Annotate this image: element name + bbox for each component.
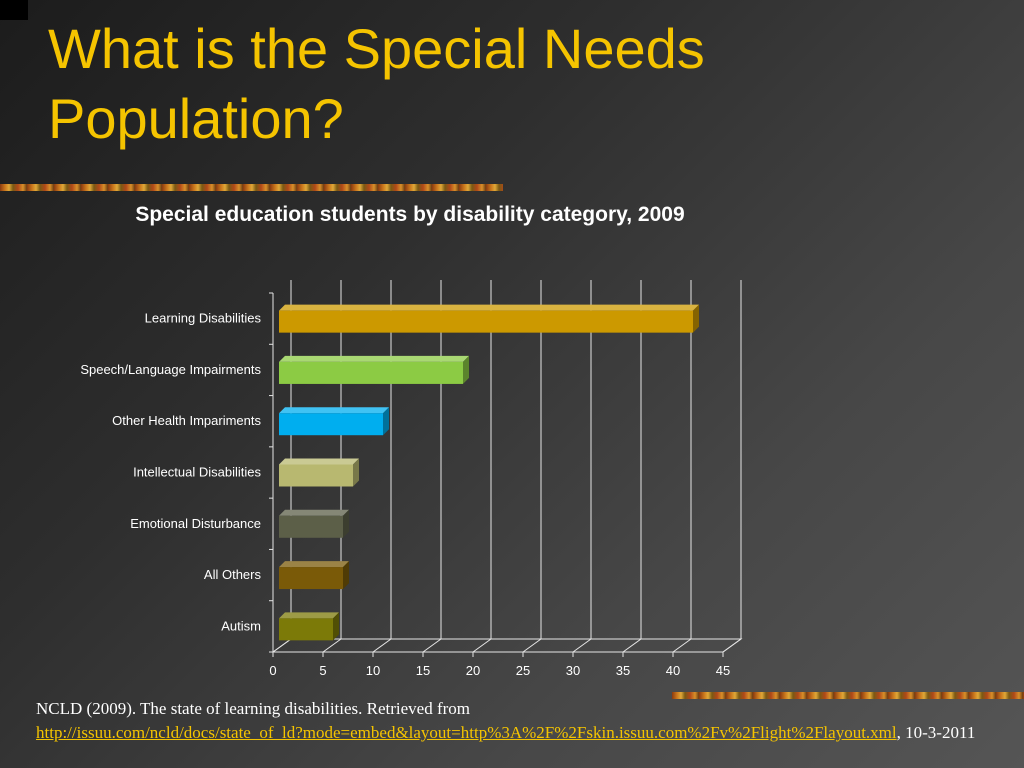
gridline-floor — [622, 638, 642, 653]
citation-link[interactable]: http://issuu.com/ncld/docs/state_of_ld?m… — [36, 723, 897, 742]
gridline-floor — [472, 638, 492, 653]
chart-floor — [271, 638, 743, 653]
bar — [279, 567, 343, 590]
corner-mark — [0, 0, 28, 20]
gridline-floor — [372, 638, 392, 653]
top-divider — [0, 184, 503, 191]
y-category-label: Intellectual Disabilities — [133, 465, 261, 480]
bar-top — [279, 509, 349, 516]
bar-top — [279, 407, 389, 414]
x-tick-label: 0 — [269, 663, 276, 678]
gridline-floor — [272, 638, 292, 653]
bar-side — [693, 304, 699, 333]
bar-top — [279, 458, 359, 465]
gridline-floor — [672, 638, 692, 653]
bar-side — [343, 509, 349, 538]
bar-side — [343, 561, 349, 590]
y-category-label: Emotional Disturbance — [130, 516, 261, 531]
bar-side — [333, 612, 339, 641]
gridline-floor — [322, 638, 342, 653]
bottom-divider — [672, 692, 1024, 699]
y-category-label: Other Health Impariments — [112, 413, 261, 428]
gridline-floor — [522, 638, 542, 653]
slide-title: What is the Special Needs Population? — [48, 17, 705, 150]
y-category-label: All Others — [204, 567, 262, 582]
x-tick-label: 15 — [416, 663, 430, 678]
bar-top — [279, 561, 349, 568]
citation-prefix: NCLD (2009). The state of learning disab… — [36, 699, 471, 718]
y-category-label: Speech/Language Impairments — [80, 362, 261, 377]
bar-top — [279, 355, 469, 362]
x-tick-label: 10 — [366, 663, 380, 678]
bar — [279, 618, 333, 641]
gridline-floor — [722, 638, 742, 653]
y-category-label: Learning Disabilities — [145, 311, 262, 326]
x-tick-label: 30 — [566, 663, 580, 678]
bar-side — [463, 355, 469, 384]
bar — [279, 464, 353, 487]
citation-suffix: , 10-3-2011 — [896, 723, 976, 742]
x-tick-label: 20 — [466, 663, 480, 678]
x-tick-label: 35 — [616, 663, 630, 678]
y-category-label: Autism — [221, 618, 261, 633]
bar-top — [279, 612, 339, 619]
bar — [279, 361, 463, 384]
bar — [279, 515, 343, 538]
chart-title: Special education students by disability… — [135, 203, 685, 226]
bar-side — [353, 458, 359, 487]
x-tick-label: 45 — [716, 663, 730, 678]
bar-top — [279, 304, 699, 311]
gridline-floor — [572, 638, 592, 653]
bar-side — [383, 407, 389, 436]
x-tick-label: 5 — [319, 663, 326, 678]
gridline-floor — [422, 638, 442, 653]
bar — [279, 310, 693, 333]
x-tick-label: 25 — [516, 663, 530, 678]
x-tick-label: 40 — [666, 663, 680, 678]
bar — [279, 413, 383, 436]
citation: NCLD (2009). The state of learning disab… — [36, 697, 1021, 745]
